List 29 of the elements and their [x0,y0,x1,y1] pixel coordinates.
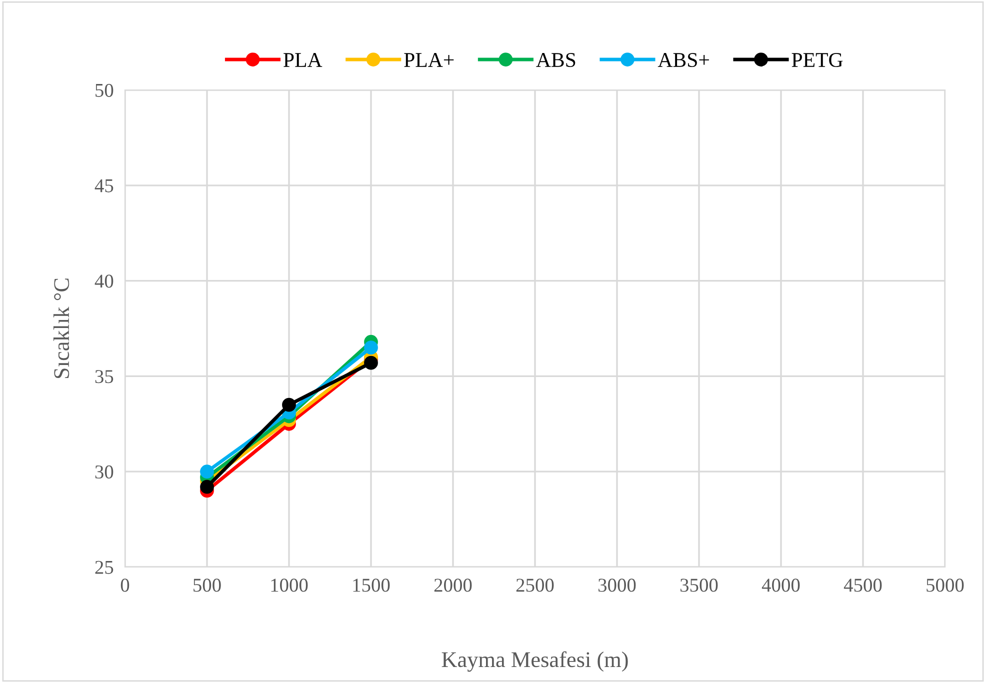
x-tick-label: 5000 [926,578,964,592]
y-tick-label: 25 [95,560,114,574]
x-tick-label: 4000 [762,578,800,592]
point [282,398,296,412]
x-axis-title: Kayma Mesafesi (m) [442,651,628,672]
legend-label: PETG [792,53,843,68]
x-tick-label: 0 [120,578,130,592]
y-tick-label: 40 [94,274,114,288]
x-tick-label: 2500 [516,578,554,592]
point [364,356,378,370]
legend-label: PLA+ [404,53,454,67]
x-tick-label: 1500 [353,578,390,592]
x-tick-label: 500 [194,578,221,592]
legend-label: PLA [284,53,322,67]
y-tick-label: 30 [95,465,114,479]
point [364,340,378,355]
point [200,464,214,479]
x-tick-label: 2000 [434,578,472,592]
x-tick-label: 3000 [598,578,636,592]
legend-label: ABS [536,53,576,68]
x-tick-label: 1000 [271,578,308,592]
y-tick-label: 50 [96,84,114,97]
x-tick-label: 4500 [844,578,882,592]
point [200,480,214,494]
legend-label: ABS+ [658,53,709,68]
y-tick-label: 45 [94,179,114,192]
x-tick-label: 3500 [680,578,718,592]
y-axis-title: Sıcaklık °C [53,278,70,378]
y-tick-label: 35 [95,370,114,384]
